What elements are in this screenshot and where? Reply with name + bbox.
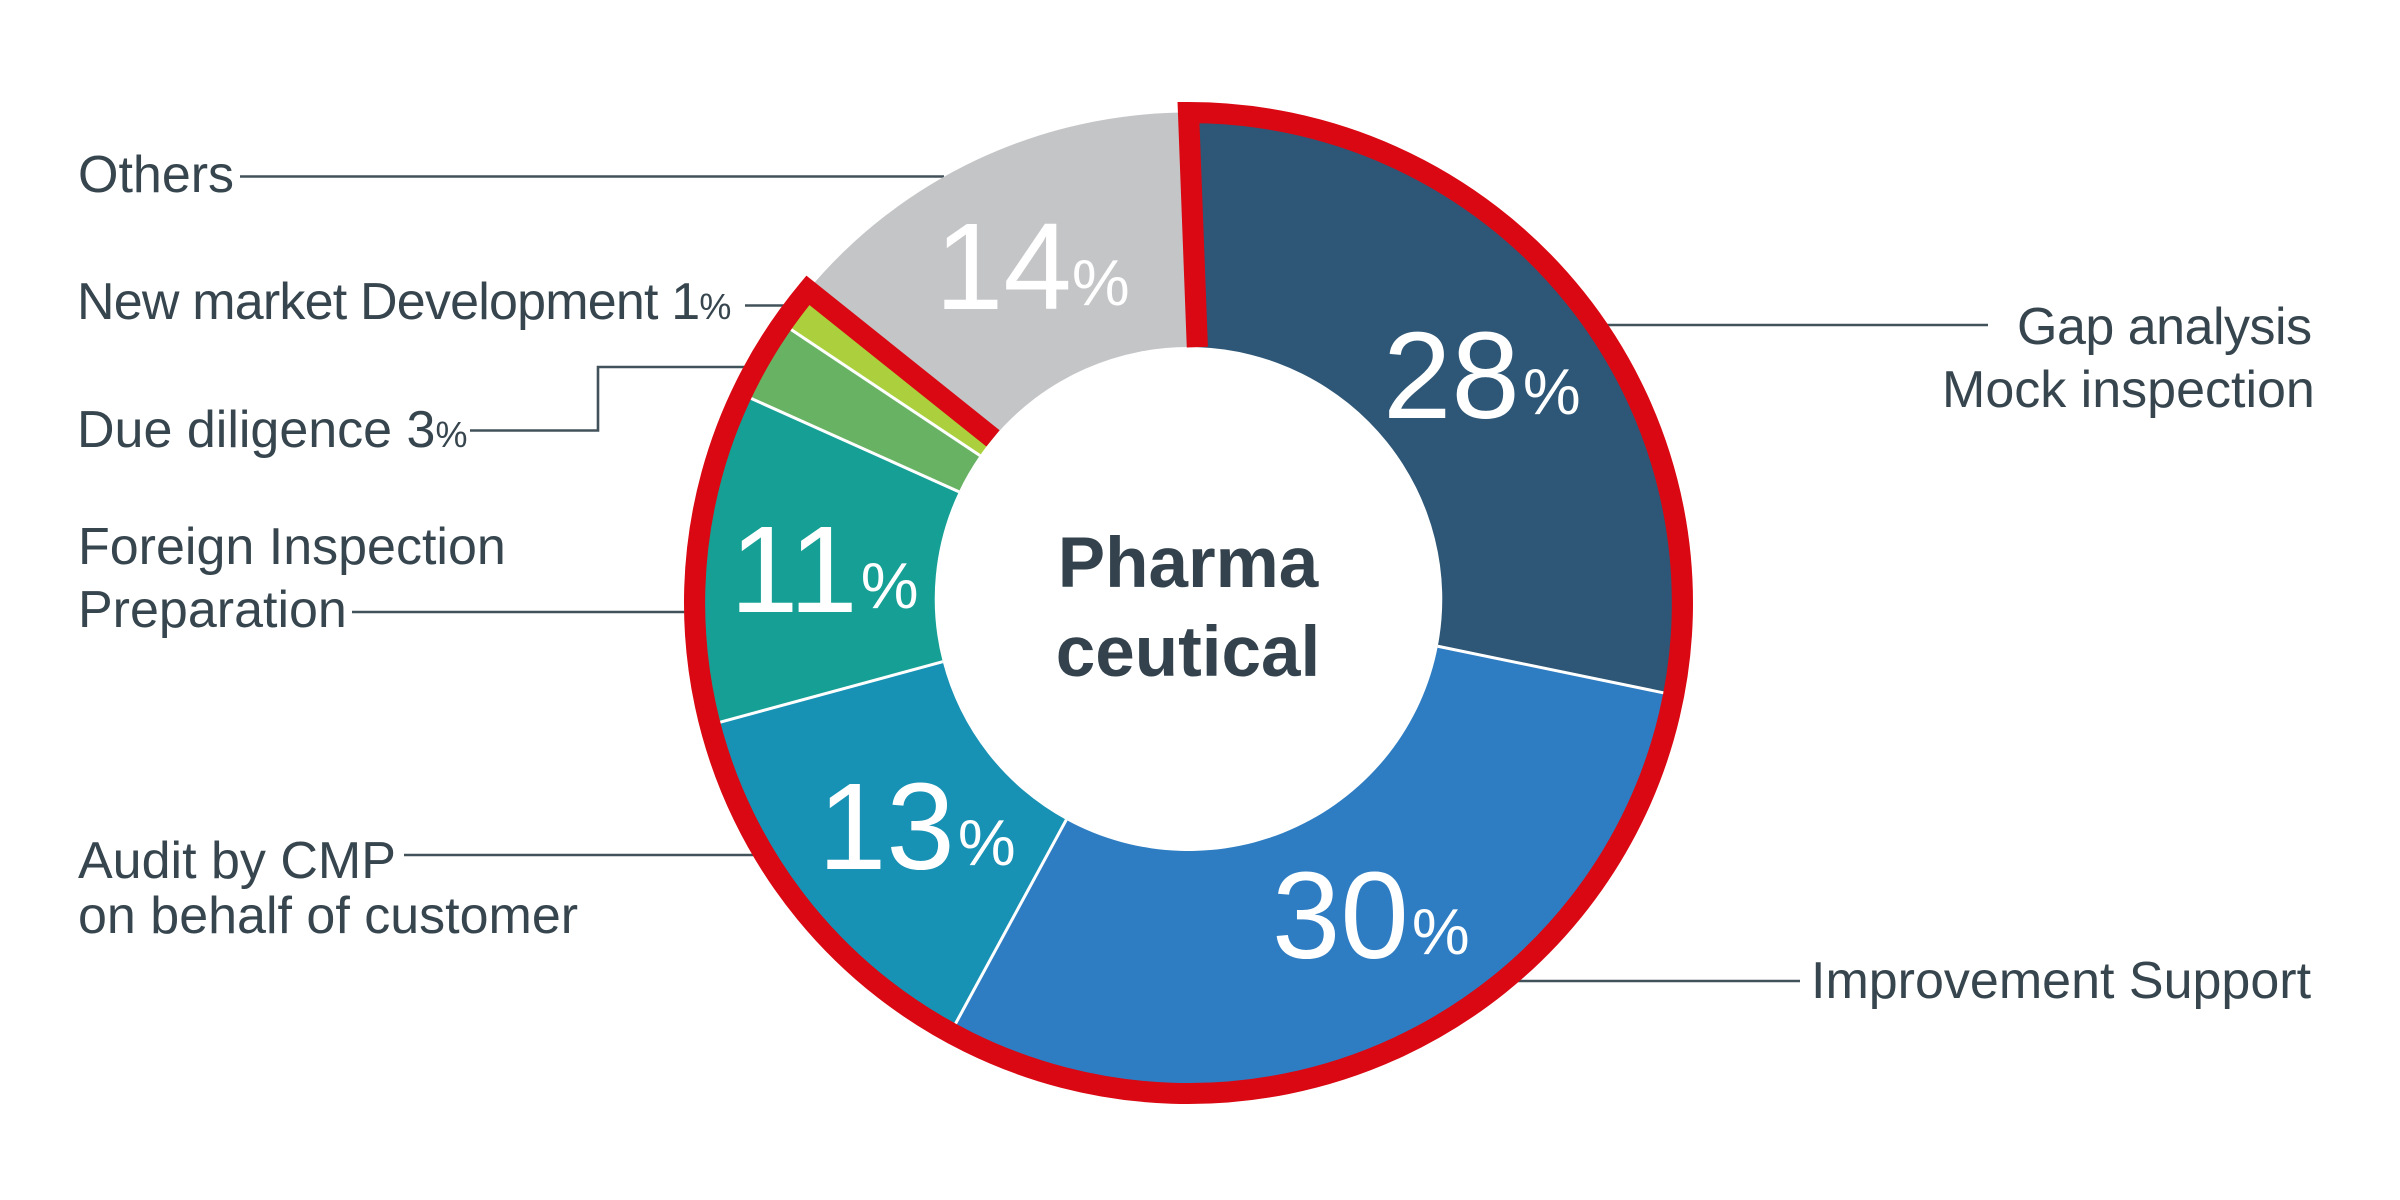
svg-text:Pharma: Pharma	[1058, 524, 1319, 603]
svg-text:New market Development 1%: New market Development 1%	[77, 273, 731, 331]
svg-text:ceutical: ceutical	[1056, 613, 1320, 692]
svg-text:30%: 30%	[1272, 848, 1470, 985]
svg-text:on behalf of customer: on behalf of customer	[78, 887, 578, 945]
svg-text:13%: 13%	[818, 759, 1016, 896]
svg-text:Gap analysis: Gap analysis	[2017, 298, 2312, 356]
svg-text:Mock inspection: Mock inspection	[1942, 361, 2315, 419]
svg-text:Preparation: Preparation	[78, 581, 347, 639]
svg-text:Foreign Inspection: Foreign Inspection	[78, 518, 506, 576]
svg-text:Audit by CMP: Audit by CMP	[78, 832, 396, 890]
svg-text:Others: Others	[78, 146, 234, 204]
svg-text:28%: 28%	[1383, 308, 1581, 445]
svg-text:Due diligence 3%: Due diligence 3%	[77, 401, 467, 459]
svg-text:Improvement Support: Improvement Support	[1811, 952, 2312, 1010]
